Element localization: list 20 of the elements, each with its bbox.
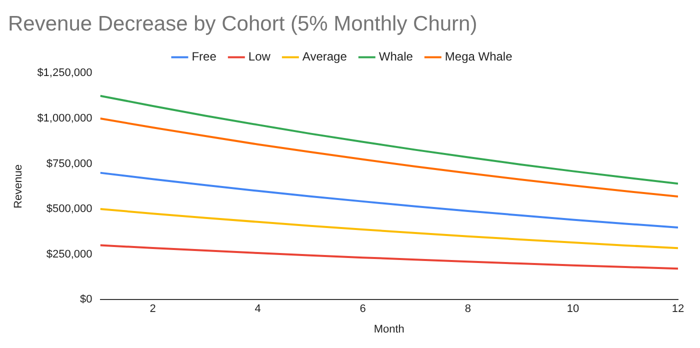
y-tick-label: $500,000 [46,203,92,216]
x-tick-label: 4 [254,303,261,316]
legend-label: Low [248,50,271,64]
y-tick-label: $250,000 [46,248,92,260]
x-tick-label: 12 [672,303,684,316]
y-tick-label: $1,250,000 [37,67,92,80]
y-axis-title: Revenue [12,164,25,208]
x-tick-label: 6 [360,303,366,316]
chart-title: Revenue Decrease by Cohort (5% Monthly Churn) [8,12,478,36]
y-tick-label: $750,000 [46,158,92,170]
legend-label: Free [192,50,217,64]
y-tick-label: $0 [80,294,92,306]
x-tick-label: 2 [150,303,156,316]
legend-label: Whale [378,50,414,64]
x-tick-label: 8 [464,303,471,316]
x-tick-label: 10 [566,303,580,316]
x-axis-title: Month [374,323,404,336]
y-tick-label: $1,000,000 [37,112,92,125]
legend-label: Average [302,50,348,64]
legend-label: Mega Whale [444,50,513,64]
